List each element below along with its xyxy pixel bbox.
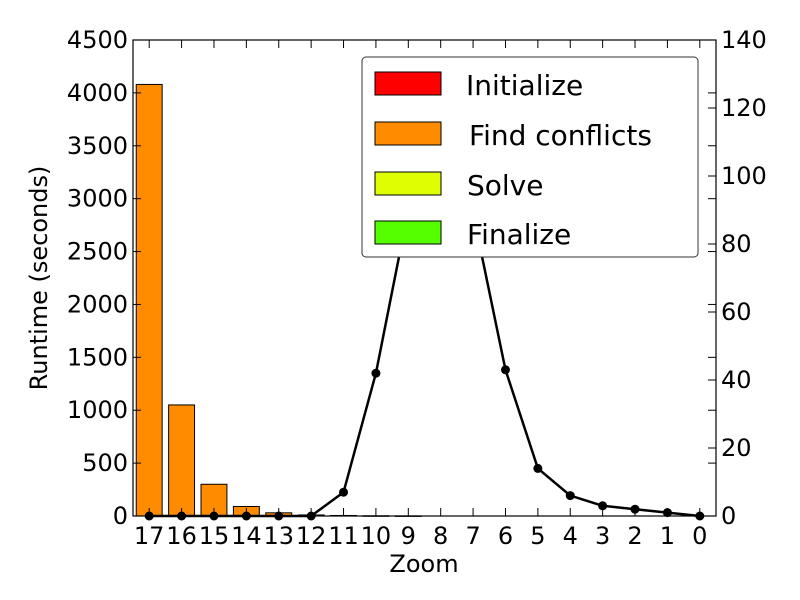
right-tick-label: 80 [721,230,752,258]
x-tick-label: 13 [263,522,294,550]
right-tick-label: 0 [721,502,736,530]
x-tick-label: 5 [530,522,545,550]
legend-entry-initialize: Initialize [374,69,583,102]
right-tick-label: 100 [721,162,767,190]
x-axis-label: Zoom [389,550,458,578]
plot-frame [132,39,717,517]
legend-swatch-finalize [374,220,442,245]
left-tick-label: 3500 [67,132,128,160]
bar-find-conflicts-zoom-17 [135,83,163,517]
bar-find-conflicts-zoom-16 [168,404,196,517]
x-tick-label: 4 [563,522,578,550]
legend-label-find-conflicts: Find conflicts [469,119,652,152]
x-tick-label: 10 [361,522,392,550]
x-tick-label: 3 [595,522,610,550]
x-tick-label: 1 [660,522,675,550]
right-axis: 0 20 40 60 80 100 120 140 [708,26,767,530]
left-axis: 0 500 1000 1500 2000 2500 3000 3500 4000 4500 [67,26,716,530]
x-tick-label: 2 [627,522,642,550]
left-tick-label: 1000 [67,396,128,424]
line-point-zoom-6 [500,365,510,375]
legend: Initialize Find conflicts Solve Finalize [361,56,699,258]
legend-swatch-initialize [374,71,442,96]
line-point-zoom-11 [339,487,349,497]
left-tick-label: 4000 [67,79,128,107]
legend-entry-finalize: Finalize [374,218,571,251]
y-axis-label: Runtime (seconds) [25,166,53,391]
left-tick-label: 2000 [67,290,128,318]
legend-swatch-find-conflicts [374,121,442,146]
x-tick-label: 17 [134,522,165,550]
right-tick-label: 20 [721,434,752,462]
x-tick-label: 0 [692,522,707,550]
line-point-zoom-5 [533,463,543,473]
legend-entry-find-conflicts: Find conflicts [374,119,652,152]
legend-label-solve: Solve [467,169,543,202]
x-tick-label: 12 [296,522,327,550]
right-tick-label: 140 [721,26,767,54]
legend-entry-solve: Solve [374,169,543,202]
left-tick-label: 0 [113,502,128,530]
x-tick-label: 6 [498,522,513,550]
x-tick-label: 14 [231,522,262,550]
x-tick-label: 7 [465,522,480,550]
x-tick-label: 8 [433,522,448,550]
line-point-zoom-3 [598,501,608,511]
right-tick-label: 120 [721,94,767,122]
legend-label-initialize: Initialize [466,69,583,102]
x-tick-label: 15 [199,522,230,550]
left-tick-label: 3000 [67,185,128,213]
right-tick-label: 60 [721,298,752,326]
legend-swatch-solve [374,171,442,196]
legend-frame [361,56,699,258]
x-tick-label: 11 [328,522,359,550]
left-tick-label: 2500 [67,238,128,266]
legend-label-finalize: Finalize [467,218,571,251]
left-tick-label: 4500 [67,26,128,54]
line-point-zoom-4 [565,491,575,501]
left-tick-label: 500 [82,449,128,477]
x-axis: 17 16 15 14 13 12 11 10 9 8 7 6 5 4 3 2 1 0 [134,40,707,550]
x-tick-label: 9 [401,522,416,550]
right-tick-label: 40 [721,366,752,394]
left-tick-label: 1500 [67,343,128,371]
x-tick-label: 16 [166,522,197,550]
line-point-zoom-10 [371,368,381,378]
